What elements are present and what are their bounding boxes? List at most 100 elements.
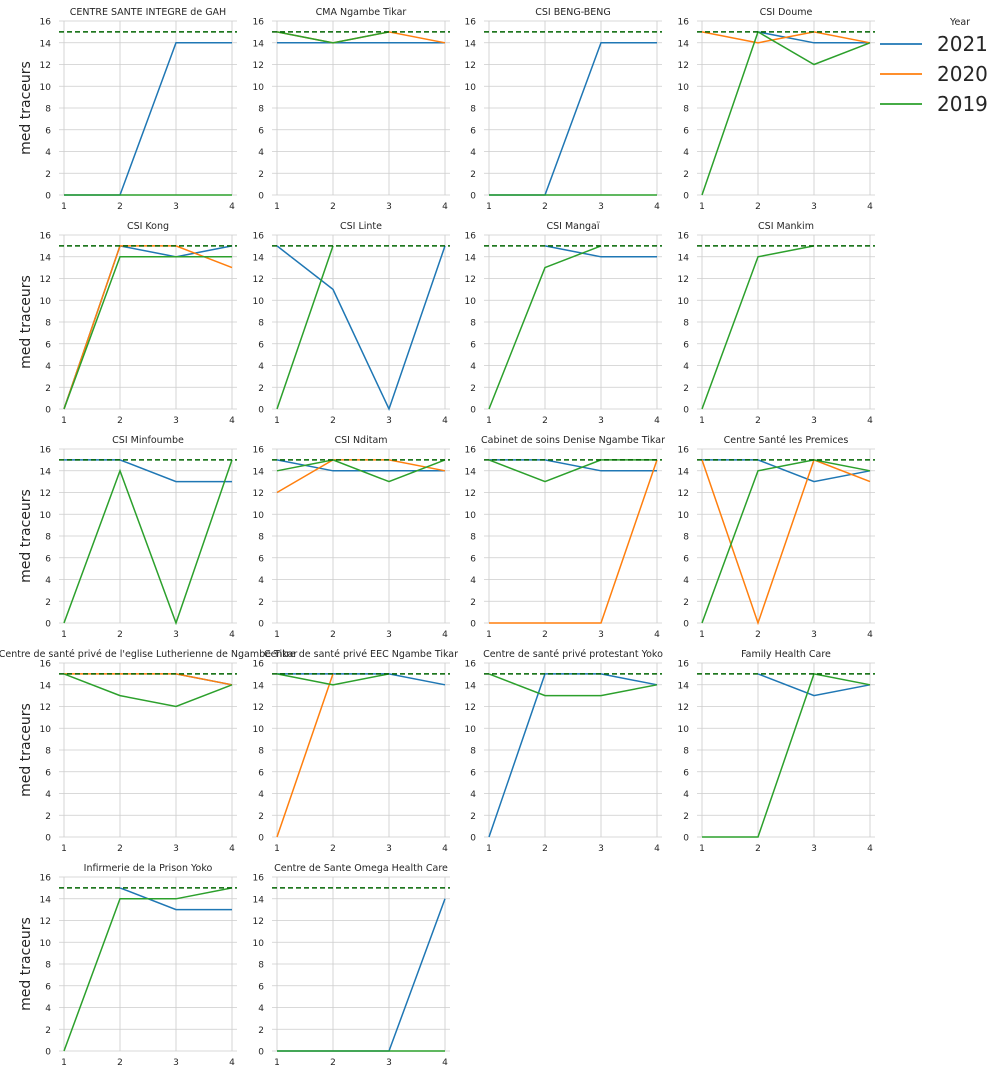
x-tick-label: 4 [442, 202, 448, 212]
series-line-2019 [63, 673, 233, 708]
series-line-2019 [702, 673, 871, 838]
y-tick-label: 14 [465, 253, 477, 263]
y-tick-label: 4 [45, 1004, 51, 1014]
y-tick-label: 0 [258, 406, 264, 416]
x-tick-label: 2 [117, 844, 123, 854]
y-tick-label: 10 [465, 297, 477, 307]
y-tick-label: 0 [683, 620, 689, 630]
series-line-2020 [489, 459, 658, 624]
y-tick-label: 14 [40, 39, 52, 49]
y-tick-label: 2 [45, 1026, 51, 1036]
series-line-2019 [276, 673, 390, 686]
panel-title: CSI Doume [760, 7, 813, 18]
y-tick-label: 14 [465, 467, 477, 477]
y-tick-label: 4 [683, 362, 689, 372]
x-tick-label: 2 [330, 202, 336, 212]
x-tick-label: 3 [386, 416, 392, 426]
y-tick-label: 8 [258, 319, 264, 329]
x-tick-label: 3 [173, 1058, 179, 1068]
x-tick-label: 1 [699, 844, 705, 854]
y-axis-label: med traceurs [18, 917, 34, 1011]
y-tick-label: 16 [253, 446, 265, 456]
y-tick-label: 10 [40, 939, 52, 949]
y-tick-label: 4 [470, 790, 476, 800]
series-line-2021 [119, 887, 232, 911]
x-tick-label: 4 [654, 416, 660, 426]
y-tick-label: 12 [253, 489, 264, 499]
x-tick-label: 3 [598, 844, 604, 854]
y-tick-label: 10 [678, 511, 690, 521]
y-tick-label: 8 [258, 105, 264, 115]
x-tick-label: 2 [117, 416, 123, 426]
y-tick-label: 4 [683, 148, 689, 158]
y-tick-label: 12 [465, 489, 476, 499]
series-line-2021 [757, 31, 870, 44]
panel-title: CSI Mankim [758, 221, 814, 232]
series-line-2021 [277, 898, 446, 1052]
x-tick-label: 2 [117, 1058, 123, 1068]
y-tick-label: 12 [465, 703, 476, 713]
y-tick-label: 16 [40, 660, 52, 670]
x-tick-label: 3 [598, 416, 604, 426]
y-tick-label: 0 [683, 192, 689, 202]
y-tick-label: 12 [678, 275, 689, 285]
series-line-2019 [276, 245, 334, 410]
y-tick-label: 6 [470, 768, 476, 778]
x-tick-label: 1 [699, 416, 705, 426]
y-tick-label: 10 [253, 511, 265, 521]
y-tick-label: 10 [678, 725, 690, 735]
y-tick-label: 4 [45, 148, 51, 158]
x-tick-label: 4 [229, 844, 235, 854]
series-line-2021 [64, 42, 232, 196]
y-tick-label: 2 [470, 384, 476, 394]
x-tick-label: 1 [486, 202, 492, 212]
x-tick-label: 2 [542, 844, 548, 854]
y-tick-label: 4 [45, 790, 51, 800]
y-tick-label: 8 [258, 533, 264, 543]
y-tick-label: 12 [40, 703, 51, 713]
x-tick-label: 4 [654, 844, 660, 854]
y-tick-label: 2 [45, 170, 51, 180]
y-tick-label: 6 [258, 768, 264, 778]
series-line-2019 [701, 30, 871, 196]
y-tick-label: 14 [40, 681, 52, 691]
y-tick-label: 12 [678, 703, 689, 713]
y-tick-label: 14 [253, 467, 265, 477]
y-tick-label: 6 [470, 554, 476, 564]
y-tick-label: 4 [470, 576, 476, 586]
y-tick-label: 0 [45, 834, 51, 844]
y-tick-label: 6 [683, 126, 689, 136]
y-tick-label: 10 [465, 511, 477, 521]
y-tick-label: 16 [678, 660, 690, 670]
y-tick-label: 16 [678, 232, 690, 242]
panel-title: CMA Ngambe Tikar [316, 7, 407, 18]
y-tick-label: 8 [45, 533, 51, 543]
y-tick-label: 16 [465, 232, 477, 242]
y-tick-label: 10 [40, 83, 52, 93]
y-tick-label: 0 [470, 406, 476, 416]
y-tick-label: 2 [45, 812, 51, 822]
x-tick-label: 1 [274, 844, 280, 854]
y-tick-label: 0 [258, 1048, 264, 1058]
y-tick-label: 14 [253, 895, 265, 905]
y-tick-label: 12 [678, 61, 689, 71]
panel-title: Centre de santé privé EEC Ngambe Tikar [264, 649, 458, 660]
series-line-2021 [489, 42, 657, 196]
y-tick-label: 0 [258, 620, 264, 630]
y-tick-label: 10 [465, 725, 477, 735]
series-line-2019 [63, 459, 233, 626]
legend-label-2020: 2020 [937, 62, 988, 86]
x-tick-label: 3 [811, 844, 817, 854]
y-tick-label: 2 [683, 170, 689, 180]
x-tick-label: 4 [442, 630, 448, 640]
y-tick-label: 8 [470, 533, 476, 543]
y-tick-label: 0 [45, 406, 51, 416]
y-tick-label: 16 [40, 446, 52, 456]
y-tick-label: 16 [253, 874, 265, 884]
x-tick-label: 1 [699, 202, 705, 212]
panel-title: Centre de santé privé protestant Yoko [483, 649, 663, 660]
